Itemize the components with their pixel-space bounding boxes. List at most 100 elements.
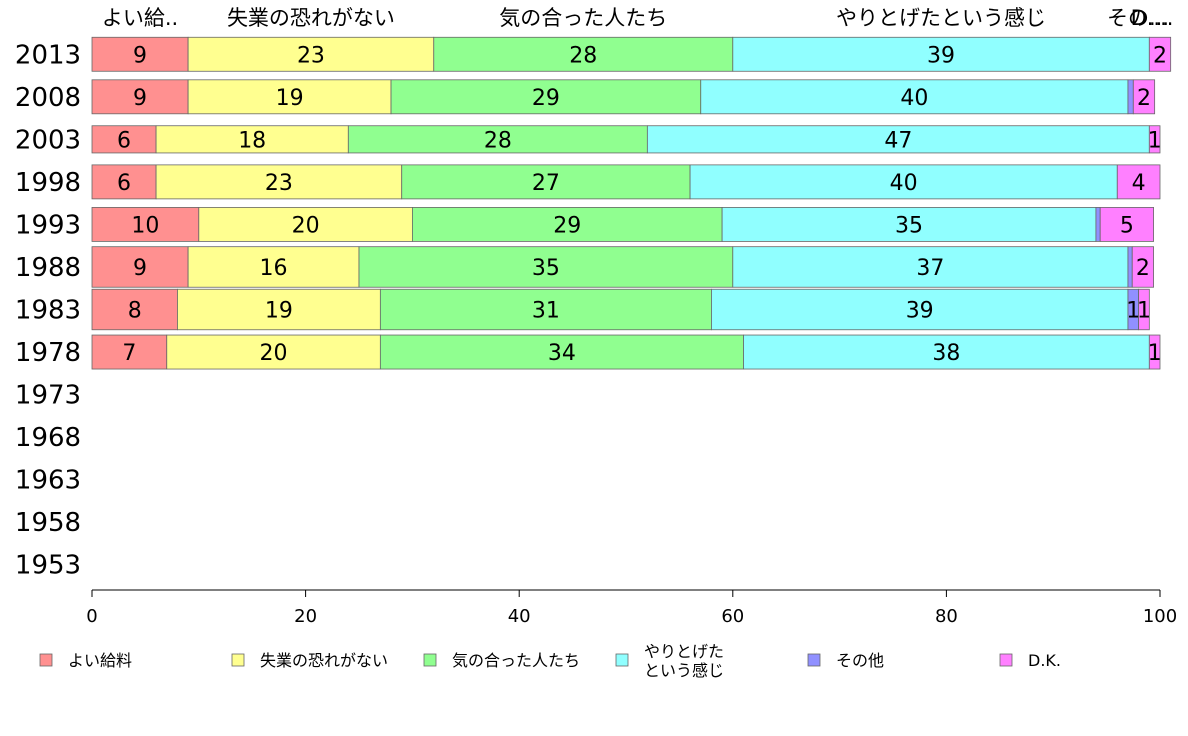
x-tick-label: 100 xyxy=(1143,606,1177,627)
bar-segment xyxy=(91,288,178,331)
data-label: 47 xyxy=(884,128,912,153)
bar-segment xyxy=(1095,207,1101,242)
bar-segment xyxy=(91,334,168,370)
x-tick-label: 60 xyxy=(721,606,744,627)
data-label: 28 xyxy=(569,43,597,68)
legend-swatch xyxy=(615,653,629,667)
bar-segment xyxy=(401,164,691,200)
bar-segment xyxy=(390,79,702,115)
data-label: 38 xyxy=(932,341,960,366)
bar-segment xyxy=(1116,164,1161,200)
data-label: 20 xyxy=(260,341,288,366)
bar-segment xyxy=(1138,288,1150,331)
bar-segment xyxy=(155,164,403,200)
legend-label: という感じ xyxy=(644,661,724,680)
data-label: 5 xyxy=(1120,213,1134,238)
bar-segment xyxy=(155,125,349,154)
data-label: 35 xyxy=(895,213,923,238)
bar-segment xyxy=(1099,207,1154,242)
data-label: 28 xyxy=(484,128,512,153)
x-tick-label: 20 xyxy=(294,606,317,627)
legend-swatch xyxy=(807,653,821,667)
data-label: 2 xyxy=(1153,43,1167,68)
data-label: 40 xyxy=(900,86,928,111)
legend-swatch xyxy=(231,653,245,667)
data-label: 2 xyxy=(1136,256,1150,281)
data-label: 29 xyxy=(553,213,581,238)
bar-segment xyxy=(711,288,1129,331)
data-label: 27 xyxy=(532,171,560,196)
bar-segment xyxy=(743,334,1150,370)
bar-segment xyxy=(1132,79,1156,115)
bar-segment xyxy=(433,36,734,72)
data-label: 1 xyxy=(1148,341,1162,366)
column-headers: よい給.. 失業の恐れがない 気の合った人たち やりとげたという感じ その...D...… xyxy=(102,6,1174,30)
column-header: 気の合った人たち xyxy=(499,6,667,30)
data-label: 40 xyxy=(890,171,918,196)
x-tick-label: 40 xyxy=(508,606,531,627)
bar-segment xyxy=(1148,125,1161,154)
bar-segment xyxy=(732,36,1150,72)
year-label: 1983 xyxy=(15,296,81,326)
bar-segment xyxy=(379,334,744,370)
data-label: 29 xyxy=(532,86,560,111)
bar-segment xyxy=(732,246,1129,288)
data-label: 1 xyxy=(1137,299,1151,324)
data-label: 39 xyxy=(927,43,955,68)
x-tick-label: 80 xyxy=(935,606,958,627)
bar-segment xyxy=(198,207,413,242)
legend-swatch xyxy=(39,653,53,667)
data-label: 1 xyxy=(1148,128,1162,153)
year-label: 1978 xyxy=(15,338,81,368)
data-label: 39 xyxy=(906,299,934,324)
bar-segment xyxy=(411,207,723,242)
bar-segment xyxy=(1131,246,1154,288)
data-label: 9 xyxy=(133,86,147,111)
year-label: 1953 xyxy=(15,551,81,581)
year-label: 1988 xyxy=(15,253,81,283)
column-header: やりとげたという感じ xyxy=(836,6,1046,30)
column-header: D.... xyxy=(1131,6,1174,30)
data-label: 2 xyxy=(1137,86,1151,111)
data-label: 23 xyxy=(265,171,293,196)
legend-label: その他 xyxy=(836,651,884,670)
data-label: 9 xyxy=(133,43,147,68)
data-label: 10 xyxy=(131,213,159,238)
year-label: 2008 xyxy=(15,83,81,113)
bar-segment xyxy=(187,246,360,288)
year-label: 2003 xyxy=(15,125,81,155)
data-label: 9 xyxy=(133,256,147,281)
bar-segment xyxy=(358,246,734,288)
data-label: 19 xyxy=(276,86,304,111)
bar-segment xyxy=(91,125,157,154)
bar-segment xyxy=(347,125,648,154)
bar-segment xyxy=(91,79,189,115)
data-label: 35 xyxy=(532,256,560,281)
bar-segment xyxy=(91,207,200,242)
legend: よい給料 失業の恐れがない 気の合った人たち やりとげたという感じ その他 D.K. xyxy=(39,642,1061,680)
data-label: 34 xyxy=(548,341,576,366)
bar-segment xyxy=(187,36,435,72)
bar-segment xyxy=(177,288,381,331)
bar-segment xyxy=(1127,79,1134,115)
legend-label: よい給料 xyxy=(68,651,132,670)
bar-segment xyxy=(700,79,1129,115)
year-label: 1963 xyxy=(15,466,81,496)
legend-label: 気の合った人たち xyxy=(452,651,580,670)
year-label: 1958 xyxy=(15,508,81,538)
data-label: 20 xyxy=(292,213,320,238)
legend-label: やりとげた xyxy=(644,642,724,661)
year-label: 1993 xyxy=(15,210,81,240)
x-tick-label: 0 xyxy=(86,606,97,627)
data-label: 19 xyxy=(265,299,293,324)
data-label: 18 xyxy=(238,128,266,153)
year-label: 1973 xyxy=(15,381,81,411)
data-label: 6 xyxy=(117,171,131,196)
data-label: 37 xyxy=(916,256,944,281)
column-header: その... xyxy=(1107,6,1169,30)
data-label: 8 xyxy=(128,299,142,324)
bar-segment xyxy=(1127,246,1133,288)
data-label: 1 xyxy=(1126,299,1140,324)
data-label: 4 xyxy=(1132,171,1146,196)
